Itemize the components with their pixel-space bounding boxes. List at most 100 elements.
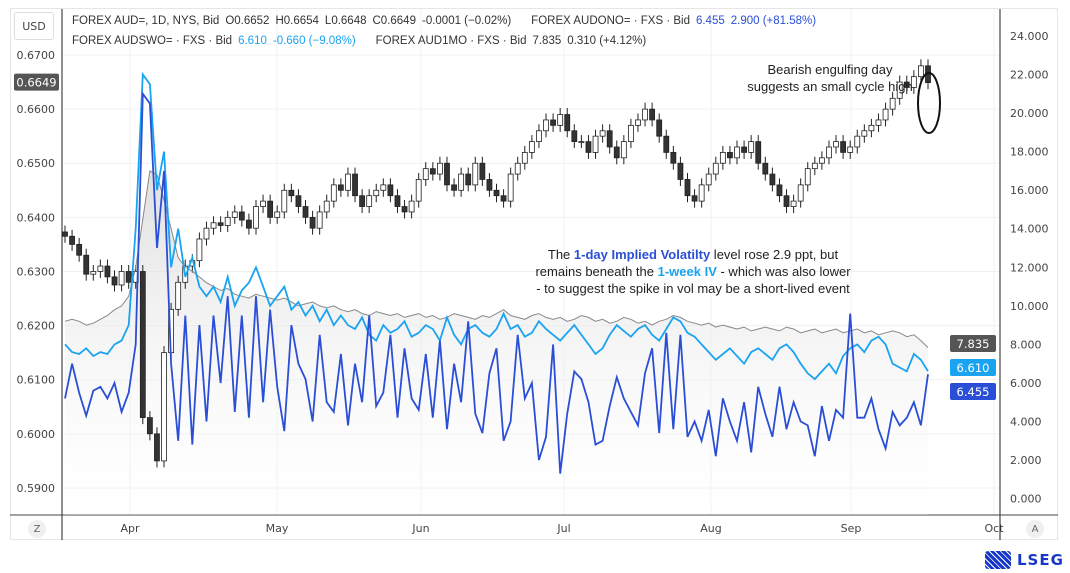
candle-body: [649, 108, 656, 121]
left-axis-tick-label: 0.6600: [17, 103, 56, 116]
candle-body: [889, 97, 896, 110]
candle-body: [826, 146, 832, 159]
candle-body: [203, 227, 210, 240]
candle-body: [833, 141, 839, 148]
chart-frame: [10, 8, 1058, 540]
candle-body: [854, 135, 861, 148]
candle-body: [804, 168, 811, 186]
candle-body: [281, 189, 288, 213]
note-1week-iv: 1-week IV: [657, 264, 717, 279]
candle-body: [910, 76, 917, 88]
candle-body: [238, 211, 245, 221]
candle-body: [486, 179, 493, 191]
series-line-onemonthIV: [64, 170, 929, 348]
series-area-onemonthIV: [65, 170, 928, 515]
candle-body: [330, 184, 337, 202]
candle-body: [366, 195, 373, 207]
currency-button[interactable]: USD: [14, 12, 54, 40]
legend-item: 6.455: [695, 15, 725, 27]
legend-line-2: FOREX AUDSWO= · FXS · Bid 6.610 -0.660 (−9…: [72, 35, 652, 47]
candle-body: [479, 162, 486, 180]
note-1day-iv: 1-day Implied Volatilty: [573, 247, 711, 262]
legend-item: 6.610: [238, 35, 267, 47]
candle-body: [677, 162, 684, 180]
candle-body: [882, 108, 889, 121]
candle-body: [267, 200, 274, 218]
candle-body: [359, 195, 365, 207]
left-axis-tick-label: 0.6500: [17, 157, 56, 170]
candle-body: [302, 206, 309, 218]
candle-body: [550, 119, 556, 126]
candle-body: [146, 417, 153, 435]
last-value-tag-onedayIV-bg: [950, 383, 996, 400]
candle-body: [125, 271, 132, 283]
candle-body: [592, 135, 599, 153]
legend-item: 2.900 (+81.58%): [730, 15, 817, 27]
candle-body: [847, 146, 854, 153]
engulfing-annotation-line: Bearish engulfing day: [767, 62, 893, 77]
candle-body: [210, 222, 217, 229]
candle-body: [465, 173, 472, 186]
candle-body: [175, 281, 182, 310]
candle-body: [663, 135, 670, 153]
candle-body: [231, 211, 238, 218]
candle-body: [741, 146, 747, 153]
series-line-onedayIV: [64, 91, 929, 474]
candle-body: [719, 152, 726, 164]
candle-body: [705, 173, 712, 186]
candle-body: [811, 162, 818, 170]
candle-body: [394, 195, 401, 207]
candlestick-series: [62, 59, 931, 468]
x-axis-tick-label: Oct: [984, 522, 1004, 535]
legend-item: FOREX AUD1MO · FXS · Bid: [375, 35, 527, 47]
right-axis-tick-label: 16.000: [1010, 184, 1049, 197]
candle-body: [528, 141, 535, 153]
candle-body: [111, 276, 118, 286]
candle-body: [323, 200, 330, 213]
left-axis-tick-label: 0.6400: [17, 211, 56, 224]
candle-body: [769, 173, 776, 186]
candle-body: [387, 184, 394, 197]
legend-item: 0.310 (+4.12%): [567, 35, 647, 47]
last-value-tag-onedayIV-text: 6.455: [957, 385, 990, 399]
candle-body: [656, 119, 663, 137]
auto-scale-button[interactable]: A: [1026, 520, 1044, 538]
left-axis-tick-label: 0.5900: [17, 482, 56, 495]
right-axis-tick-label: 22.000: [1010, 69, 1049, 82]
last-price-tag-bg: [14, 73, 59, 91]
lseg-logo-mark-icon: [985, 551, 1011, 569]
candle-body: [253, 206, 259, 229]
candle-body: [790, 200, 797, 207]
note-text: - to suggest the spike in vol may be a s…: [536, 281, 850, 296]
volatility-annotation: The 1-day Implied Volatilty level rose 2…: [518, 246, 868, 297]
candle-body: [451, 184, 457, 191]
candle-body: [104, 265, 111, 278]
right-axis-tick-label: 2.000: [1010, 454, 1042, 467]
last-value-tag-oneweekIV: 6.610: [950, 359, 996, 376]
candle-body: [578, 141, 585, 143]
last-price-tag-text: 0.6649: [16, 76, 56, 90]
candle-body: [635, 119, 641, 126]
candle-body: [260, 200, 266, 207]
last-value-tag-onemonthIV: 7.835: [950, 335, 996, 352]
candle-body: [521, 152, 528, 164]
candle-body: [628, 124, 634, 142]
candle-body: [316, 211, 323, 229]
candle-body: [818, 157, 825, 164]
legend-line-1: FOREX AUD=, 1D, NYS, Bid O0.6652 H0.6654 L0…: [72, 15, 822, 27]
candle-body: [118, 271, 125, 286]
engulfing-annotation-line: suggests an small cycle high: [747, 79, 913, 94]
candle-body: [606, 130, 613, 148]
candle-body: [196, 238, 203, 262]
candle-body: [500, 195, 507, 202]
candle-body: [514, 162, 521, 175]
left-axis-tick-label: 0.6300: [17, 265, 56, 278]
left-axis-tick-label: 0.6200: [17, 320, 56, 333]
engulfing-highlight-ellipse: [917, 72, 941, 134]
candle-body: [670, 152, 677, 164]
right-axis-tick-label: 0.000: [1010, 493, 1042, 506]
zoom-reset-button[interactable]: Z: [28, 520, 46, 538]
candle-body: [415, 179, 422, 202]
candle-body: [69, 235, 75, 245]
